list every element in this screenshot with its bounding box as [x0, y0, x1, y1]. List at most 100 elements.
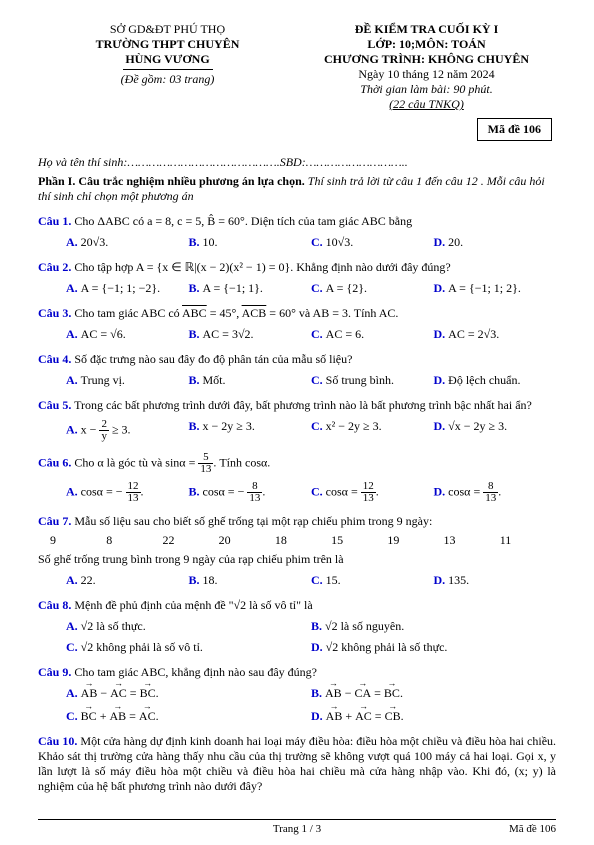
q7-data-row: 9 8 22 20 18 15 19 13 11 — [50, 533, 556, 548]
q3-a: AC = √6. — [81, 327, 126, 341]
q4-c: Số trung bình. — [326, 373, 394, 387]
q3-d: AC = 2√3. — [448, 327, 499, 341]
q6-d-frac: 813 — [483, 481, 498, 504]
q1-b: 10. — [203, 235, 218, 249]
q9-d: AB + AC = CB. — [326, 709, 404, 723]
footer-code: Mã đề 106 — [383, 823, 556, 835]
dept-line: SỞ GD&ĐT PHÚ THỌ — [38, 22, 297, 37]
q2-label: Câu 2. — [38, 260, 71, 274]
q7-sub: Số ghế trống trung bình trong 9 ngày của… — [38, 552, 556, 567]
q7-d4: 18 — [275, 533, 331, 548]
q1-a: 20√3. — [81, 235, 109, 249]
q4-label: Câu 4. — [38, 352, 71, 366]
q8-choices: A. √2 là số thực. B. √2 là số nguyên. C.… — [66, 619, 556, 655]
q4-d: Độ lệch chuẩn. — [448, 373, 520, 387]
q1-label: Câu 1. — [38, 214, 71, 228]
q9-label: Câu 9. — [38, 665, 71, 679]
q2-a: A = {−1; 1; −2}. — [81, 281, 161, 295]
q7-d5: 15 — [331, 533, 387, 548]
q5-label: Câu 5. — [38, 398, 71, 412]
header-left: SỞ GD&ĐT PHÚ THỌ TRƯỜNG THPT CHUYÊN HÙNG… — [38, 22, 297, 112]
question-2: Câu 2. Cho tập hợp A = {x ∈ ℝ|(x − 2)(x²… — [38, 260, 556, 296]
q6-frac: 513 — [198, 452, 213, 475]
q7-d7: 13 — [444, 533, 500, 548]
q1-d: 20. — [448, 235, 463, 249]
question-1: Câu 1. Cho ΔABC có a = 8, c = 5, B̂ = 60… — [38, 214, 556, 250]
q6-b-pre: cosα = − — [203, 484, 248, 498]
page-footer: Trang 1 / 3 Mã đề 106 — [38, 819, 556, 835]
q6-c-frac: 1213 — [361, 481, 376, 504]
q7-c: 15. — [326, 573, 341, 587]
header-right: ĐỀ KIỂM TRA CUỐI KỲ I LỚP: 10;MÔN: TOÁN … — [297, 22, 556, 112]
q6-pre: Cho α là góc tù và sinα = — [71, 455, 198, 469]
question-10: Câu 10. Một cửa hàng dự định kinh doanh … — [38, 734, 556, 794]
q2-choices: A. A = {−1; 1; −2}. B. A = {−1; 1}. C. A… — [66, 281, 556, 296]
q5-c: x² − 2y ≥ 3. — [326, 419, 382, 433]
q6-b-frac: 813 — [247, 481, 262, 504]
program-line: CHƯƠNG TRÌNH: KHÔNG CHUYÊN — [297, 52, 556, 67]
q7-d: 135. — [448, 573, 469, 587]
name-sbd-line: Họ và tên thí sinh:…………………………………….SBD:……… — [38, 155, 556, 170]
q3-choices: A. AC = √6. B. AC = 3√2. C. AC = 6. D. A… — [66, 327, 556, 342]
q3-c: AC = 6. — [326, 327, 364, 341]
q3-mid: = 45°, — [207, 306, 242, 320]
q7-d3: 20 — [219, 533, 275, 548]
question-4: Câu 4. Số đặc trưng nào sau đây đo độ ph… — [38, 352, 556, 388]
q7-choices: A. 22. B. 18. C. 15. D. 135. — [66, 573, 556, 588]
part1-heading: Phần I. Câu trắc nghiệm nhiều phương án … — [38, 174, 556, 204]
q7-text: Mẫu số liệu sau cho biết số ghế trống tạ… — [71, 514, 432, 528]
question-3: Câu 3. Cho tam giác ABC có ABC = 45°, AC… — [38, 306, 556, 342]
q6-a-frac: 1213 — [126, 481, 141, 504]
q6-post: . Tính cosα. — [213, 455, 270, 469]
q7-b: 18. — [203, 573, 218, 587]
q3-mid2: = 60° và AB = 3. Tính AC. — [266, 306, 398, 320]
q3-label: Câu 3. — [38, 306, 71, 320]
q4-text: Số đặc trưng nào sau đây đo độ phân tán … — [71, 352, 352, 366]
question-7: Câu 7. Mẫu số liệu sau cho biết số ghế t… — [38, 514, 556, 588]
q8-label: Câu 8. — [38, 598, 71, 612]
q9-choices: A. AB − AC = BC. B. AB − CA = BC. C. BC … — [66, 686, 556, 724]
q9-b: AB − CA = BC. — [325, 686, 403, 700]
q3-pre: Cho tam giác ABC có — [71, 306, 182, 320]
q3-acb: ACB — [242, 306, 267, 320]
class-line: LỚP: 10;MÔN: TOÁN — [297, 37, 556, 52]
question-6: Câu 6. Cho α là góc tù và sinα = 513. Tí… — [38, 452, 556, 504]
q3-abc: ABC — [182, 306, 207, 320]
q5-a-pre: x − — [81, 422, 100, 436]
question-9: Câu 9. Cho tam giác ABC, khẳng định nào … — [38, 665, 556, 724]
footer-page: Trang 1 / 3 — [211, 823, 384, 835]
question-8: Câu 8. Mệnh đề phủ định của mệnh đề "√2 … — [38, 598, 556, 655]
q7-d0: 9 — [50, 533, 106, 548]
q7-d1: 8 — [106, 533, 162, 548]
q5-d: √x − 2y ≥ 3. — [448, 419, 507, 433]
q7-d2: 22 — [162, 533, 218, 548]
school-line-1: TRƯỜNG THPT CHUYÊN — [38, 37, 297, 52]
q7-d6: 19 — [387, 533, 443, 548]
question-5: Câu 5. Trong các bất phương trình dưới đ… — [38, 398, 556, 442]
exam-title: ĐỀ KIỂM TRA CUỐI KỲ I — [297, 22, 556, 37]
q2-d: A = {−1; 1; 2}. — [448, 281, 521, 295]
q10-label: Câu 10. — [38, 734, 77, 748]
q4-b: Mốt. — [203, 373, 226, 387]
q9-c: BC + AB = AC. — [81, 709, 159, 723]
q8-d: √2 không phải là số thực. — [326, 640, 448, 654]
q10-text: Một cửa hàng dự định kinh doanh hai loại… — [38, 734, 556, 793]
q6-d-pre: cosα = — [448, 484, 483, 498]
q6-choices: A. cosα = − 1213. B. cosα = − 813. C. co… — [66, 481, 556, 504]
part1-bold: Phần I. Câu trắc nghiệm nhiều phương án … — [38, 174, 305, 188]
q9-text: Cho tam giác ABC, khẳng định nào sau đây… — [71, 665, 317, 679]
q8-b: √2 là số nguyên. — [325, 619, 404, 633]
q6-c-pre: cosα = — [326, 484, 361, 498]
q4-choices: A. Trung vị. B. Mốt. C. Số trung bình. D… — [66, 373, 556, 388]
q2-c: A = {2}. — [326, 281, 367, 295]
page-count: (Đề gồm: 03 trang) — [38, 72, 297, 87]
q2-text: Cho tập hợp A = {x ∈ ℝ|(x − 2)(x² − 1) =… — [71, 260, 450, 274]
q4-a: Trung vị. — [81, 373, 125, 387]
question-count: (22 câu TNKQ) — [297, 97, 556, 112]
q2-b: A = {−1; 1}. — [203, 281, 263, 295]
q6-a-pre: cosα = − — [81, 484, 126, 498]
q1-c: 10√3. — [326, 235, 354, 249]
q3-b: AC = 3√2. — [203, 327, 254, 341]
q8-c: √2 không phải là số vô tỉ. — [81, 640, 203, 654]
q7-a: 22. — [81, 573, 96, 587]
